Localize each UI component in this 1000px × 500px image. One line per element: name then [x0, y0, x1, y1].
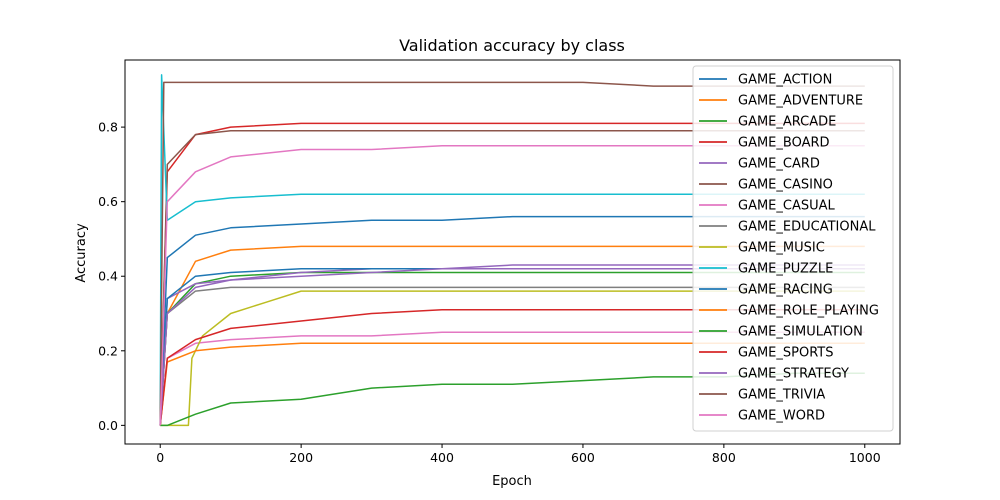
x-tick-label: 200 — [289, 450, 313, 465]
legend-label: GAME_ROLE_PLAYING — [738, 304, 879, 319]
legend-label: GAME_ARCADE — [738, 115, 836, 130]
y-tick-label: 0.2 — [98, 343, 118, 358]
legend-label: GAME_CASINO — [738, 178, 833, 193]
y-tick-label: 0.4 — [98, 269, 118, 284]
x-axis-label: Epoch — [492, 474, 532, 489]
legend-label: GAME_CARD — [738, 157, 820, 172]
legend-label: GAME_ADVENTURE — [738, 94, 863, 109]
chart-title: Validation accuracy by class — [399, 36, 625, 55]
legend-label: GAME_EDUCATIONAL — [738, 220, 876, 235]
legend-label: GAME_WORD — [738, 409, 825, 424]
y-tick-label: 0.6 — [98, 194, 118, 209]
legend: GAME_ACTION GAME_ADVENTURE GAME_ARCADE GAME… — [692, 65, 894, 432]
x-axis: 0 200 400 600 800 1000 — [156, 444, 881, 465]
legend-label: GAME_MUSIC — [738, 241, 825, 256]
legend-label: GAME_BOARD — [738, 136, 830, 151]
x-tick-label: 0 — [156, 450, 164, 465]
legend-label: GAME_CASUAL — [738, 199, 836, 214]
x-tick-label: 1000 — [849, 450, 881, 465]
legend-label: GAME_STRATEGY — [738, 367, 849, 382]
legend-box — [692, 65, 894, 432]
x-tick-label: 600 — [571, 450, 595, 465]
plot-frame — [124, 59, 901, 445]
y-axis: 0.0 0.2 0.4 0.6 0.8 — [98, 120, 125, 433]
x-tick-label: 400 — [430, 450, 454, 465]
legend-label: GAME_TRIVIA — [738, 388, 825, 403]
y-axis-label: Accuracy — [74, 223, 89, 283]
x-tick-label: 800 — [712, 450, 736, 465]
y-tick-label: 0.8 — [98, 120, 118, 135]
legend-label: GAME_SPORTS — [738, 346, 834, 361]
legend-label: GAME_ACTION — [738, 73, 832, 88]
legend-label: GAME_RACING — [738, 283, 833, 298]
y-tick-label: 0.0 — [98, 418, 118, 433]
legend-label: GAME_SIMULATION — [738, 325, 863, 340]
legend-label: GAME_PUZZLE — [738, 262, 833, 277]
